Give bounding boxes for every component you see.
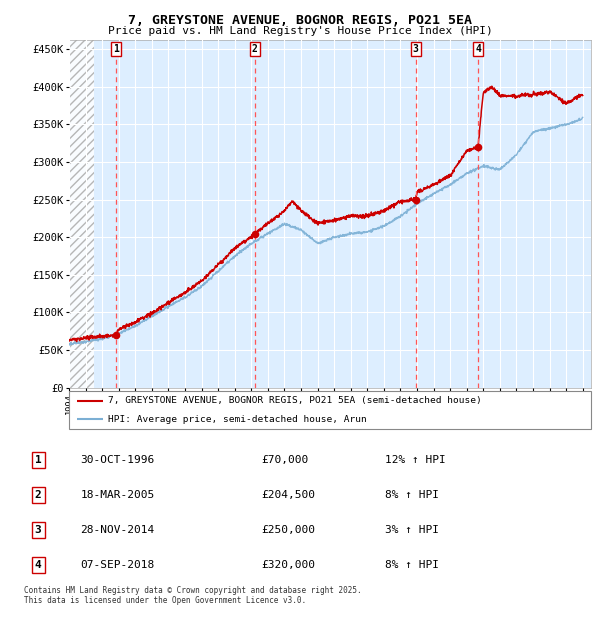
Text: 1: 1 <box>113 44 119 55</box>
Text: 07-SEP-2018: 07-SEP-2018 <box>80 560 155 570</box>
Text: Price paid vs. HM Land Registry's House Price Index (HPI): Price paid vs. HM Land Registry's House … <box>107 26 493 36</box>
Text: £250,000: £250,000 <box>261 525 315 535</box>
Bar <box>69 40 94 388</box>
Text: 2: 2 <box>252 44 257 55</box>
Text: 7, GREYSTONE AVENUE, BOGNOR REGIS, PO21 5EA (semi-detached house): 7, GREYSTONE AVENUE, BOGNOR REGIS, PO21 … <box>108 396 482 405</box>
Text: 30-OCT-1996: 30-OCT-1996 <box>80 455 155 465</box>
Text: 3% ↑ HPI: 3% ↑ HPI <box>385 525 439 535</box>
Text: 3: 3 <box>35 525 41 535</box>
Text: HPI: Average price, semi-detached house, Arun: HPI: Average price, semi-detached house,… <box>108 415 367 424</box>
Text: 28-NOV-2014: 28-NOV-2014 <box>80 525 155 535</box>
Text: 18-MAR-2005: 18-MAR-2005 <box>80 490 155 500</box>
Text: 12% ↑ HPI: 12% ↑ HPI <box>385 455 446 465</box>
Text: 8% ↑ HPI: 8% ↑ HPI <box>385 560 439 570</box>
Text: 4: 4 <box>35 560 41 570</box>
Text: £70,000: £70,000 <box>261 455 308 465</box>
Text: 8% ↑ HPI: 8% ↑ HPI <box>385 490 439 500</box>
Text: 4: 4 <box>475 44 481 55</box>
Text: 3: 3 <box>413 44 419 55</box>
Text: Contains HM Land Registry data © Crown copyright and database right 2025.
This d: Contains HM Land Registry data © Crown c… <box>24 586 362 605</box>
FancyBboxPatch shape <box>69 391 591 429</box>
Text: £204,500: £204,500 <box>261 490 315 500</box>
Text: 7, GREYSTONE AVENUE, BOGNOR REGIS, PO21 5EA: 7, GREYSTONE AVENUE, BOGNOR REGIS, PO21 … <box>128 14 472 27</box>
Text: £320,000: £320,000 <box>261 560 315 570</box>
Text: 2: 2 <box>35 490 41 500</box>
Text: 1: 1 <box>35 455 41 465</box>
